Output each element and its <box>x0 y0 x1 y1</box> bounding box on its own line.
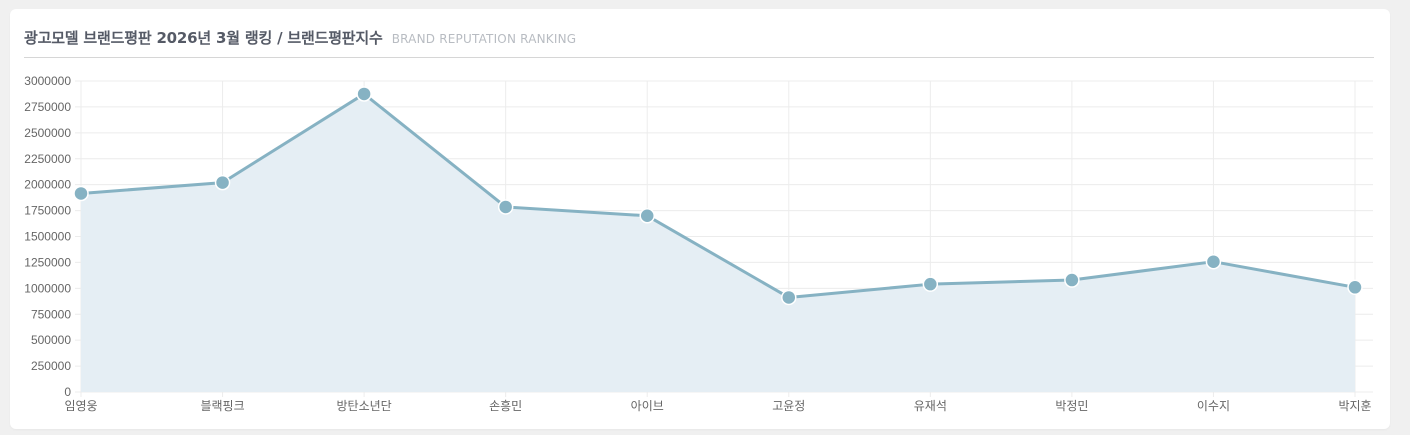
x-tick-label: 임영웅 <box>64 399 97 413</box>
x-tick-label: 손흥민 <box>489 399 522 413</box>
page-title: 광고모델 브랜드평판 2026년 3월 랭킹 / 브랜드평판지수 <box>24 29 383 47</box>
data-point-박정민 <box>1064 272 1080 288</box>
data-point-블랙핑크 <box>214 174 231 191</box>
y-tick-label: 2250000 <box>24 152 71 166</box>
data-point-아이브 <box>639 208 655 224</box>
y-axis-ticks: 0 250000 500000 750000 1000000 1250000 1500000… <box>24 74 71 399</box>
chart-header: 광고모델 브랜드평판 2026년 3월 랭킹 / 브랜드평판지수 BRAND R… <box>24 27 1374 58</box>
chart-line-layer <box>80 92 1356 299</box>
series-area <box>81 93 1355 392</box>
data-point-임영웅 <box>73 185 89 202</box>
y-tick-label: 0 <box>64 385 71 399</box>
data-point-이수지 <box>1205 253 1222 270</box>
y-tick-label: 1000000 <box>24 281 71 295</box>
page-subtitle: BRAND REPUTATION RANKING <box>391 32 577 46</box>
x-tick-label: 박정민 <box>1055 399 1088 413</box>
x-tick-label: 블랙핑크 <box>200 399 244 413</box>
y-tick-label: 1500000 <box>24 230 71 244</box>
data-point-손흥민 <box>497 199 514 215</box>
x-tick-label: 아이브 <box>631 399 664 413</box>
y-tick-label: 2500000 <box>24 126 71 140</box>
y-tick-label: 1250000 <box>24 255 71 269</box>
data-point-고윤정 <box>781 289 797 306</box>
chart-area-layer <box>81 93 1355 392</box>
y-tick-label: 250000 <box>31 359 71 373</box>
data-point-박지훈 <box>1347 279 1363 296</box>
y-tick-label: 750000 <box>31 307 71 321</box>
x-tick-label: 유재석 <box>914 399 947 413</box>
data-point-유재석 <box>922 276 939 292</box>
y-tick-label: 2000000 <box>24 178 71 192</box>
x-tick-label: 이수지 <box>1197 399 1230 413</box>
y-tick-label: 3000000 <box>24 74 71 88</box>
y-tick-label: 2750000 <box>24 100 71 114</box>
data-point-방탄소년단 <box>356 86 372 102</box>
x-tick-label: 박지훈 <box>1338 399 1371 413</box>
y-tick-label: 1750000 <box>24 204 71 218</box>
series-line <box>80 92 1356 299</box>
x-tick-label: 고윤정 <box>772 399 805 413</box>
y-tick-label: 500000 <box>31 333 71 347</box>
x-tick-label: 방탄소년단 <box>337 399 392 413</box>
x-axis-ticks: 임영웅 블랙핑크 방탄소년단 손흥민 아이브 고윤정 유재석 박정민 이수지 박지훈 <box>64 399 1371 413</box>
chart-points-layer <box>73 86 1363 306</box>
